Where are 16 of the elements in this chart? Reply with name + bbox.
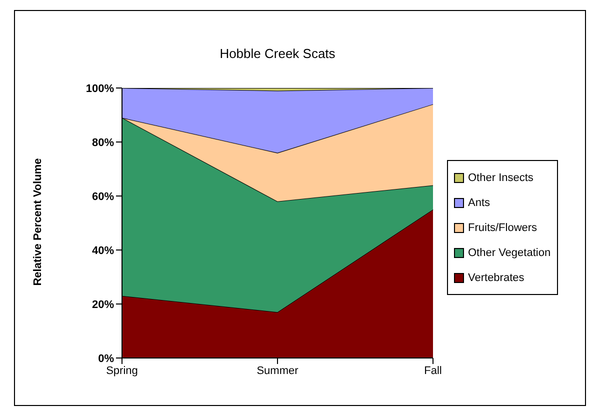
y-tick-label: 40% (92, 244, 114, 257)
y-tick-label: 20% (92, 298, 114, 311)
x-tick-label: Spring (106, 364, 138, 377)
y-tick-label: 80% (92, 136, 114, 149)
legend-label: Ants (468, 196, 490, 208)
legend-label: Other Insects (468, 172, 534, 184)
x-tick-label: Fall (424, 364, 442, 377)
y-axis-title: Relative Percent Volume (32, 158, 44, 286)
y-tick-label: 0% (98, 352, 114, 365)
y-tick-label: 60% (92, 190, 114, 203)
chart-title: Hobble Creek Scats (218, 46, 336, 61)
y-tick-label: 100% (86, 82, 114, 95)
legend-label: Vertebrates (468, 272, 524, 284)
legend-label: Other Vegetation (468, 246, 551, 258)
legend-label: Fruits/Flowers (468, 222, 538, 234)
x-tick-label: Summer (256, 364, 299, 377)
